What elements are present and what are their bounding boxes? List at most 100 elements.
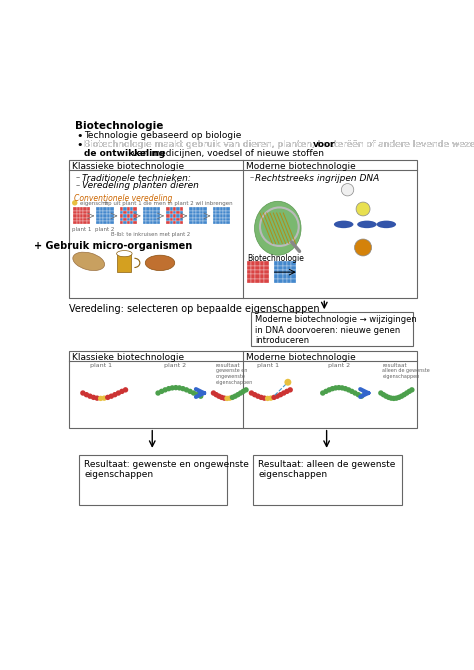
Bar	[219, 211, 223, 214]
Bar	[153, 208, 156, 211]
Bar	[176, 218, 180, 221]
Bar	[150, 211, 153, 214]
Circle shape	[407, 389, 412, 394]
Text: plant 2: plant 2	[328, 363, 350, 368]
Circle shape	[216, 393, 222, 399]
Bar	[227, 218, 230, 221]
Text: Klassieke biotechnologie: Klassieke biotechnologie	[73, 162, 184, 171]
Circle shape	[284, 379, 292, 386]
Bar	[253, 455, 402, 505]
Bar	[96, 211, 100, 214]
Circle shape	[396, 395, 401, 400]
Bar	[203, 221, 207, 224]
Bar	[213, 218, 216, 221]
Circle shape	[327, 387, 332, 393]
Circle shape	[105, 395, 110, 400]
Bar	[287, 279, 292, 283]
Bar	[173, 218, 176, 221]
Bar	[203, 214, 207, 218]
Circle shape	[184, 387, 189, 393]
Bar	[153, 214, 156, 218]
Text: Veredeling: selecteren op bepaalde eigenschappen: Veredeling: selecteren op bepaalde eigen…	[69, 304, 320, 314]
Circle shape	[349, 389, 355, 394]
Text: Moderne biotechnologie → wijzigingen
in DNA doorvoeren: nieuwe genen
introducere: Moderne biotechnologie → wijzigingen in …	[255, 316, 417, 345]
Bar	[216, 218, 219, 221]
Bar	[264, 261, 268, 266]
Bar	[176, 214, 180, 218]
Bar	[176, 208, 180, 211]
Bar	[100, 211, 103, 214]
Bar	[107, 218, 110, 221]
Bar	[143, 214, 146, 218]
Bar	[77, 221, 80, 224]
Circle shape	[391, 396, 397, 401]
Bar	[292, 266, 296, 270]
Bar	[103, 214, 107, 218]
Text: voor: voor	[313, 141, 335, 149]
Text: resultaat: resultaat	[383, 363, 407, 368]
Bar	[190, 221, 193, 224]
Circle shape	[383, 393, 389, 399]
Bar	[193, 211, 196, 214]
Bar	[193, 218, 196, 221]
Bar	[166, 211, 170, 214]
Bar	[203, 208, 207, 211]
Bar	[143, 211, 146, 214]
Text: Conventionele veredeling: Conventionele veredeling	[74, 194, 173, 202]
Bar	[203, 211, 207, 214]
Bar	[200, 221, 203, 224]
Circle shape	[177, 385, 182, 391]
Circle shape	[252, 392, 257, 397]
Bar	[193, 221, 196, 224]
Bar	[173, 221, 176, 224]
Bar	[133, 221, 137, 224]
Circle shape	[187, 389, 193, 394]
Bar	[278, 274, 283, 279]
Bar	[196, 208, 200, 211]
Circle shape	[235, 392, 241, 397]
Bar	[83, 211, 87, 214]
Text: plant 1: plant 1	[90, 363, 112, 368]
Bar	[150, 221, 153, 224]
Bar	[251, 279, 255, 283]
Bar	[120, 221, 123, 224]
Ellipse shape	[255, 201, 301, 255]
Bar	[173, 208, 176, 211]
Bar	[219, 221, 223, 224]
Circle shape	[219, 395, 224, 400]
Bar	[123, 211, 127, 214]
Bar	[292, 261, 296, 266]
Bar	[278, 266, 283, 270]
Bar	[200, 211, 203, 214]
Bar	[190, 208, 193, 211]
Bar	[170, 218, 173, 221]
Text: •: •	[76, 141, 83, 151]
Circle shape	[278, 392, 283, 397]
Text: +: +	[102, 200, 108, 206]
Bar	[130, 208, 133, 211]
Bar	[73, 211, 77, 214]
Bar	[180, 221, 183, 224]
Bar	[103, 208, 107, 211]
Circle shape	[94, 395, 100, 401]
Bar	[120, 211, 123, 214]
Bar	[274, 266, 278, 270]
Circle shape	[243, 387, 249, 393]
Bar	[196, 211, 200, 214]
Bar	[180, 218, 183, 221]
Bar	[96, 208, 100, 211]
Bar	[292, 279, 296, 283]
Bar	[216, 208, 219, 211]
Bar	[80, 211, 83, 214]
Circle shape	[346, 387, 351, 393]
Circle shape	[258, 395, 264, 400]
Bar	[77, 211, 80, 214]
Bar	[180, 211, 183, 214]
Circle shape	[399, 393, 404, 399]
Bar	[200, 218, 203, 221]
Bar	[127, 211, 130, 214]
Bar	[83, 218, 87, 221]
Bar	[120, 208, 123, 211]
Bar	[255, 270, 260, 274]
Circle shape	[116, 391, 121, 396]
